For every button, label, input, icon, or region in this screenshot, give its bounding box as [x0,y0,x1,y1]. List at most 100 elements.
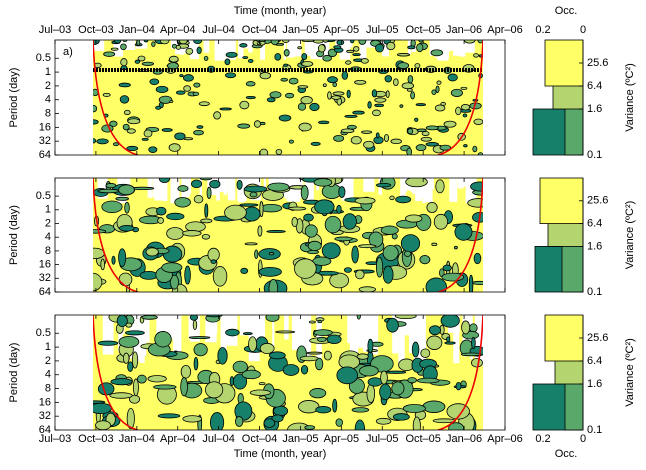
contour-blob [425,142,439,147]
contour-blob [393,78,399,87]
white-gap [260,40,266,60]
contour-blob [392,413,410,421]
contour-blob [93,247,105,260]
white-gap [359,40,367,60]
contour-blob [288,77,299,85]
contour-blob [131,351,139,369]
band-line [333,68,335,72]
white-gap [248,40,253,53]
white-gap [203,40,210,53]
contour-blob [253,120,261,128]
contour-blob [352,110,365,115]
band-line [438,68,440,72]
contour-blob [420,348,431,358]
contour-blob [297,102,307,111]
contour-blob [161,262,183,273]
white-gap [304,40,314,56]
contour-blob [266,97,276,103]
band-line [363,68,365,72]
colorbar-label: Variance (ºC²) [624,338,636,407]
white-gap [227,40,236,60]
contour-blob [440,315,460,328]
contour-blob [96,138,109,145]
contour-blob [101,200,123,214]
contour-blob [120,43,127,51]
x-axis-label-top: Time (month, year) [234,5,327,17]
contour-blob [156,206,167,216]
contour-blob [431,89,437,95]
contour-blob [426,335,443,350]
white-gap [349,315,359,354]
band-line [255,68,257,72]
white-gap [313,40,323,51]
y-tick-label: 0.5 [36,52,51,64]
contour-blob [313,178,333,187]
contour-blob [385,90,390,99]
band-line [171,68,173,72]
contour-blob [336,366,358,385]
colorbar-tick-label: 0.1 [587,286,602,298]
contour-blob [371,89,378,98]
contour-blob [203,55,209,61]
contour-blob [243,185,268,193]
contour-blob [310,141,321,146]
band-line [408,68,410,72]
band-line [402,68,404,72]
contour-blob [268,278,279,292]
band-line [474,68,476,72]
contour-blob [141,61,155,66]
band-line [174,68,176,72]
occurrence-bar [544,314,584,362]
white-gap [302,315,307,351]
contour-blob [375,43,385,53]
contour-blob [407,377,417,384]
contour-blob [308,320,316,324]
occurrence-bar [539,177,584,224]
contour-blob [309,388,327,399]
band-line [360,68,362,72]
contour-blob [116,315,128,328]
contour-blob [345,60,352,65]
contour-blob [183,85,192,92]
contour-blob [185,47,194,55]
contour-blob [446,336,451,343]
band-line [165,68,167,72]
band-line [327,68,329,72]
contour-blob [132,378,139,397]
contour-blob [124,330,145,336]
band-line [351,68,353,72]
x-tick-label-top: Jul–03 [39,24,71,36]
contour-blob [394,315,417,320]
band-line [345,68,347,72]
y-tick-label: 32 [39,135,51,147]
band-line [192,68,194,72]
band-line [450,68,452,72]
contour-blob [355,269,365,280]
contour-blob [379,383,392,401]
contour-blob [428,325,442,336]
contour-blob [275,330,296,334]
y-tick-label: 32 [39,410,51,422]
cone-left [93,315,139,430]
contour-blob [400,234,421,253]
contour-blob [282,40,290,43]
contour-blob [460,86,468,90]
band-line [93,68,95,72]
contour-blob [158,95,173,104]
white-gap [272,315,275,365]
band-line [411,68,413,72]
band-line [141,68,143,72]
band-line [249,68,251,72]
contour-blob [235,416,244,427]
band-line [150,68,152,72]
contour-blob [95,420,112,430]
white-gap [438,40,447,52]
contour-blob [426,201,438,213]
contour-blob [471,336,476,350]
white-gap [287,40,295,58]
contour-blob [278,114,292,122]
contour-blob [110,47,119,51]
x-tick-label-top: Jan–04 [119,24,155,36]
band-line [105,68,107,72]
